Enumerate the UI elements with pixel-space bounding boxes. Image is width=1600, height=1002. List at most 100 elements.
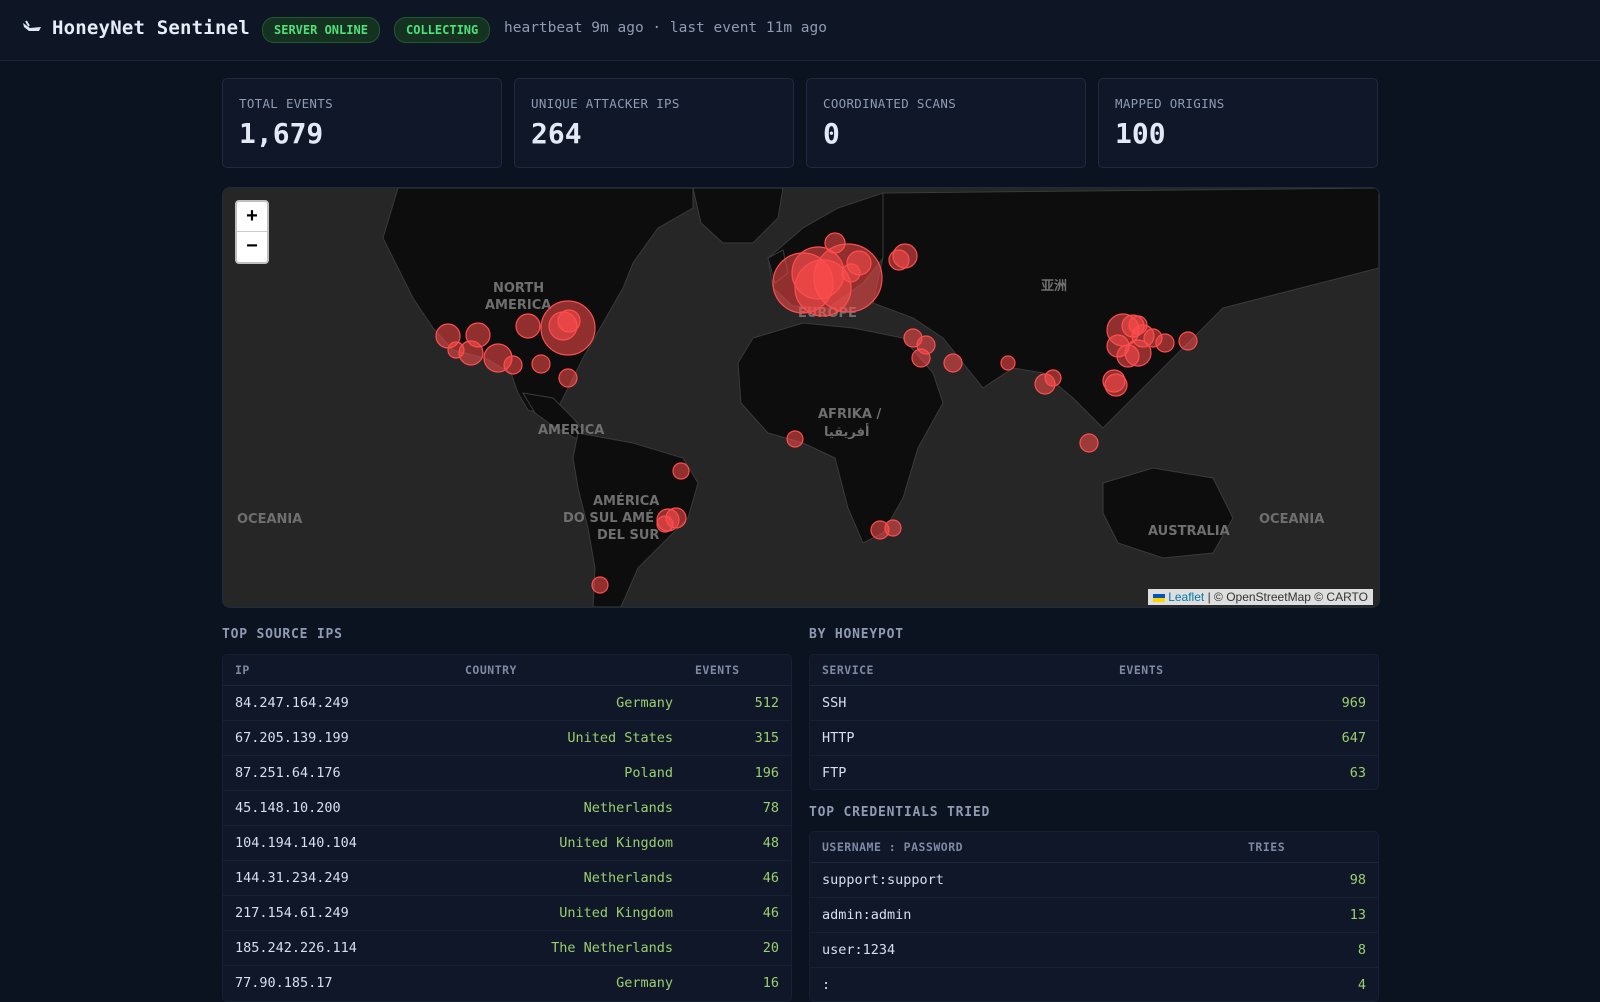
attack-origin-marker[interactable] — [841, 263, 861, 283]
stat-card-coordinated-scans: COORDINATED SCANS 0 — [806, 78, 1086, 168]
attack-origin-marker[interactable] — [1044, 369, 1062, 387]
ip-cell: 104.194.140.104 — [235, 835, 357, 851]
events-cell: 20 — [762, 940, 779, 956]
attack-origin-marker[interactable] — [1116, 344, 1140, 368]
top-source-ips-title: TOP SOURCE IPS — [222, 627, 343, 642]
stat-value: 1,679 — [239, 117, 324, 150]
zoom-in-button[interactable]: + — [237, 202, 267, 232]
tries-cell: 4 — [1357, 977, 1366, 993]
attack-origin-marker[interactable] — [558, 368, 578, 388]
label-africa: AFRIKA / — [818, 407, 881, 422]
events-cell: 46 — [762, 870, 779, 886]
table-row[interactable]: SSH 969 — [810, 686, 1378, 721]
label-america: AMERICA — [538, 423, 604, 438]
top-source-ips-table: IP COUNTRY EVENTS 84.247.164.249 Germany 5… — [222, 654, 792, 1002]
table-row[interactable]: 217.154.61.249 United Kingdom 46 — [223, 896, 791, 931]
greenland-landmass — [692, 188, 784, 244]
column-header-service: SERVICE — [822, 663, 874, 677]
ip-cell: 67.205.139.199 — [235, 730, 349, 746]
country-cell: Germany — [616, 975, 673, 991]
attack-origin-marker[interactable] — [458, 340, 484, 366]
stat-label: MAPPED ORIGINS — [1115, 96, 1225, 111]
events-cell: 46 — [762, 905, 779, 921]
table-header: IP COUNTRY EVENTS — [223, 655, 791, 686]
tries-cell: 98 — [1349, 872, 1366, 888]
table-row[interactable]: 104.194.140.104 United Kingdom 48 — [223, 826, 791, 861]
zoom-out-button[interactable]: − — [246, 235, 258, 257]
country-cell: United Kingdom — [559, 905, 673, 921]
attack-origin-marker[interactable] — [786, 430, 804, 448]
column-header-country: COUNTRY — [465, 663, 517, 677]
label-north-america: NORTH — [493, 281, 544, 296]
label-asia: 亚洲 — [1041, 279, 1067, 294]
table-row[interactable]: :4 — [810, 968, 1378, 1001]
table-row[interactable]: user:1234 8 — [810, 933, 1378, 968]
events-cell: 16 — [762, 975, 779, 991]
events-cell: 48 — [762, 835, 779, 851]
leaflet-link[interactable]: Leaflet — [1168, 590, 1205, 604]
attack-origin-marker[interactable] — [557, 309, 581, 333]
ip-cell: 217.154.61.249 — [235, 905, 349, 921]
attack-origin-marker[interactable] — [656, 515, 674, 533]
attack-origin-marker[interactable] — [1000, 355, 1016, 371]
ip-cell: 87.251.64.176 — [235, 765, 341, 781]
ip-rows: 84.247.164.249 Germany 512 67.205.139.199 Un… — [223, 686, 791, 1000]
attack-origin-marker[interactable] — [503, 355, 523, 375]
table-row[interactable]: 84.247.164.249 Germany 512 — [223, 686, 791, 721]
attack-origin-marker[interactable] — [1178, 331, 1198, 351]
attack-origin-marker[interactable] — [1104, 373, 1128, 397]
attack-origin-marker[interactable] — [892, 243, 918, 269]
landmass-layer — [382, 188, 1379, 607]
collecting-badge: COLLECTING — [394, 17, 491, 43]
zoom-control: + − — [235, 200, 269, 264]
events-cell: 63 — [1349, 765, 1366, 781]
attack-map[interactable]: NORTH AMERICA AMERICA AMÉRICA DO SUL AMÉ… — [222, 187, 1380, 608]
stat-value: 100 — [1115, 117, 1166, 150]
world-map-canvas[interactable]: NORTH AMERICA AMERICA AMÉRICA DO SUL AMÉ… — [223, 188, 1379, 607]
label-north-america-2: AMERICA — [485, 298, 551, 313]
attack-origin-marker[interactable] — [672, 462, 690, 480]
attack-origin-marker[interactable] — [824, 232, 846, 254]
attack-origin-marker[interactable] — [531, 354, 551, 374]
stat-card-total-events: TOTAL EVENTS 1,679 — [222, 78, 502, 168]
tries-cell: 13 — [1349, 907, 1366, 923]
table-row[interactable]: 185.242.226.114 The Netherlands 20 — [223, 931, 791, 966]
table-row[interactable]: 87.251.64.176 Poland 196 — [223, 756, 791, 791]
table-row[interactable]: 77.90.185.17 Germany 16 — [223, 966, 791, 1000]
top-credentials-table: USERNAME : PASSWORD TRIES support:suppor… — [809, 831, 1379, 1002]
brand: HoneyNet Sentinel — [22, 17, 250, 39]
stat-label: TOTAL EVENTS — [239, 96, 333, 111]
map-attribution: Leaflet | © OpenStreetMap © CARTO — [1148, 589, 1373, 605]
label-south-america-2: DO SUL AMÉ — [563, 510, 654, 526]
attack-origin-marker[interactable] — [943, 353, 963, 373]
by-honeypot-title: BY HONEYPOT — [809, 627, 904, 642]
table-header: SERVICE EVENTS — [810, 655, 1378, 686]
label-oceania-right: OCEANIA — [1259, 512, 1324, 527]
table-row[interactable]: FTP 63 — [810, 756, 1378, 789]
ip-cell: 144.31.234.249 — [235, 870, 349, 886]
attack-origin-marker[interactable] — [515, 313, 541, 339]
table-row[interactable]: support:support 98 — [810, 863, 1378, 898]
attack-origin-marker[interactable] — [911, 348, 931, 368]
stat-label: UNIQUE ATTACKER IPS — [531, 96, 680, 111]
table-header: USERNAME : PASSWORD TRIES — [810, 832, 1378, 863]
events-cell: 969 — [1341, 695, 1366, 711]
table-row[interactable]: admin:admin 13 — [810, 898, 1378, 933]
label-south-america-3: DEL SUR — [597, 528, 659, 543]
column-header-credential: USERNAME : PASSWORD — [822, 840, 964, 854]
attack-origin-marker[interactable] — [591, 576, 609, 594]
stat-value: 264 — [531, 117, 582, 150]
table-row[interactable]: HTTP 647 — [810, 721, 1378, 756]
events-cell: 647 — [1341, 730, 1366, 746]
table-row[interactable]: 67.205.139.199 United States 315 — [223, 721, 791, 756]
table-row[interactable]: 45.148.10.200 Netherlands 78 — [223, 791, 791, 826]
attack-origin-marker[interactable] — [1079, 433, 1099, 453]
attack-origin-marker[interactable] — [1155, 333, 1175, 353]
credential-rows: support:support 98 admin:admin 13 user:1234 8… — [810, 863, 1378, 1001]
ukraine-flag-icon — [1153, 593, 1166, 602]
ip-cell: 77.90.185.17 — [235, 975, 333, 991]
attribution-text: | © OpenStreetMap © CARTO — [1204, 590, 1368, 604]
service-cell: SSH — [822, 695, 847, 711]
attack-origin-marker[interactable] — [884, 519, 902, 537]
table-row[interactable]: 144.31.234.249 Netherlands 46 — [223, 861, 791, 896]
